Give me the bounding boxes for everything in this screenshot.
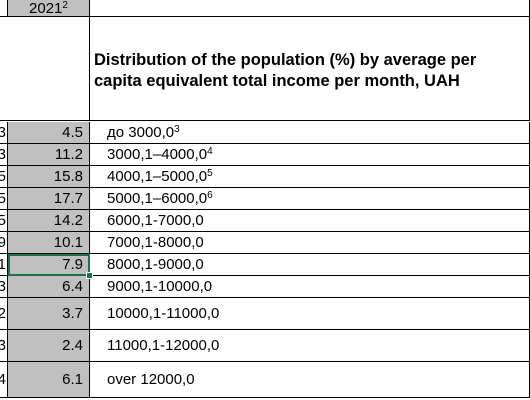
percentage-value: 2.4 [62,337,83,354]
income-range-label: 7000,1-8000,0 [107,234,204,251]
year-header-text: 2021 [29,0,63,17]
percentage-value: 14.2 [53,212,83,229]
previous-year-value: 1 [0,256,6,273]
previous-year-cell[interactable]: 3 [0,276,8,298]
income-range-cell[interactable]: over 12000,0 [90,362,530,398]
previous-year-cell[interactable]: 5 [0,166,8,188]
percentage-value: 15.8 [53,168,83,185]
percentage-cell[interactable]: 2.4 [8,330,90,362]
previous-year-cell[interactable]: 9 [0,232,8,254]
income-range-cell[interactable]: 3000,1–4000,0 4 [90,144,530,166]
year-footnote: 2 [62,0,68,11]
income-range-footnote: 6 [207,190,213,201]
cell-a1[interactable] [0,0,8,17]
income-range-label: over 12000,0 [107,371,195,388]
table-title: Distribution of the population (%) by av… [94,51,477,90]
previous-year-cell[interactable]: 5 [0,188,8,210]
fill-handle[interactable] [86,272,93,279]
percentage-value: 10.1 [53,234,83,251]
percentage-cell[interactable]: 11.2 [8,144,90,166]
header-left-cell[interactable] [0,17,90,121]
previous-year-value: 2 [0,305,6,322]
income-range-label: 10000,1-11000,0 [107,305,220,322]
income-range-cell[interactable]: до 3000,0 3 [90,122,530,144]
previous-year-cell[interactable]: 5 [0,210,8,232]
income-range-cell[interactable]: 7000,1-8000,0 [90,232,530,254]
income-range-label: до 3000,0 [107,124,175,141]
income-range-label: 8000,1-9000,0 [107,256,204,273]
income-range-cell[interactable]: 10000,1-11000,0 [90,298,530,330]
percentage-value: 6.1 [62,371,83,388]
previous-year-cell[interactable]: 2 [0,298,8,330]
percentage-value: 6.4 [62,278,83,295]
percentage-cell[interactable]: 3.7 [8,298,90,330]
income-range-label: 11000,1-12000,0 [107,337,220,354]
cell-c1[interactable] [90,0,530,17]
percentage-cell[interactable]: 7.9 [8,254,90,276]
percentage-cell[interactable]: 6.1 [8,362,90,398]
income-range-label: 6000,1-7000,0 [107,212,204,229]
percentage-value: 3.7 [62,305,83,322]
percentage-cell[interactable]: 14.2 [8,210,90,232]
previous-year-cell[interactable]: 3 [0,330,8,362]
previous-year-value: 4 [0,371,6,388]
percentage-cell[interactable]: 10.1 [8,232,90,254]
percentage-value: 17.7 [53,190,83,207]
previous-year-cell[interactable]: 3 [0,144,8,166]
previous-year-value: 5 [0,212,6,229]
income-range-label: 3000,1–4000,0 [107,146,208,163]
percentage-cell[interactable]: 15.8 [8,166,90,188]
income-range-footnote: 4 [207,146,213,157]
percentage-value: 4.5 [62,124,83,141]
previous-year-value: 5 [0,168,6,185]
income-range-label: 5000,1–6000,0 [107,190,208,207]
income-range-cell[interactable]: 11000,1-12000,0 [90,330,530,362]
previous-year-value: 9 [0,234,6,251]
previous-year-value: 5 [0,190,6,207]
income-range-cell[interactable]: 8000,1-9000,0 [90,254,530,276]
income-range-cell[interactable]: 5000,1–6000,0 6 [90,188,530,210]
previous-year-cell[interactable]: 1 [0,254,8,276]
previous-year-value: 3 [0,337,6,354]
income-range-cell[interactable]: 6000,1-7000,0 [90,210,530,232]
previous-year-value: 3 [0,146,6,163]
percentage-cell[interactable]: 17.7 [8,188,90,210]
previous-year-value: 3 [0,278,6,295]
percentage-cell[interactable]: 6.4 [8,276,90,298]
income-range-cell[interactable]: 9000,1-10000,0 [90,276,530,298]
previous-year-cell[interactable]: 3 [0,122,8,144]
percentage-value: 7.9 [62,256,83,273]
income-range-footnote: 5 [207,168,213,179]
income-range-cell[interactable]: 4000,1–5000,0 5 [90,166,530,188]
income-range-footnote: 3 [174,124,180,135]
percentage-value: 11.2 [54,146,83,163]
previous-year-cell[interactable]: 4 [0,362,8,398]
table-title-cell[interactable]: Distribution of the population (%) by av… [90,17,530,121]
income-range-label: 4000,1–5000,0 [107,168,208,185]
income-range-label: 9000,1-10000,0 [107,278,213,295]
percentage-cell[interactable]: 4.5 [8,122,90,144]
previous-year-value: 3 [0,124,6,141]
year-header-cell[interactable]: 2021 2 [8,0,90,17]
